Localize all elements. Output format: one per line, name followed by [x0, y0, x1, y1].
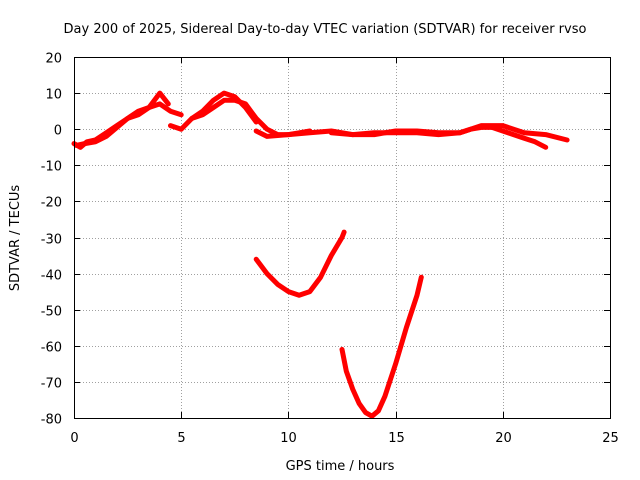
series-line-8 — [339, 274, 424, 419]
x-tick-label: 20 — [495, 431, 512, 446]
y-tick-label: -70 — [41, 377, 62, 392]
y-tick-label: -20 — [41, 196, 62, 211]
series-line-7 — [253, 229, 347, 298]
y-tick-label: -30 — [41, 233, 62, 248]
y-tick-label: -50 — [41, 305, 62, 320]
x-tick-label: 10 — [280, 431, 297, 446]
series-line-4 — [189, 90, 259, 125]
x-tick-label: 15 — [388, 431, 405, 446]
y-tick-label: -40 — [41, 269, 62, 284]
y-tick-label: -10 — [41, 160, 62, 175]
y-tick-label: -80 — [41, 413, 62, 428]
y-tick-label: -60 — [41, 341, 62, 356]
x-axis-label: GPS time / hours — [286, 459, 395, 474]
y-tick-label: 10 — [45, 88, 62, 103]
series-line-6 — [328, 123, 570, 143]
y-tick-labels: -80 -70 -60 -50 -40 -30 -20 -10 0 10 20 — [41, 52, 62, 428]
x-tick-labels: 0 5 10 15 20 25 — [70, 431, 618, 446]
y-tick-label: 0 — [54, 124, 62, 139]
series-line-2 — [73, 90, 171, 148]
x-tick-label: 5 — [177, 431, 185, 446]
plot-frame — [74, 57, 611, 419]
y-tick-label: 20 — [45, 52, 62, 67]
y-axis-label: SDTVAR / TECUs — [8, 185, 23, 292]
chart-title: Day 200 of 2025, Sidereal Day-to-day VTE… — [64, 22, 587, 37]
x-tick-label: 0 — [70, 431, 78, 446]
x-tick-label: 25 — [602, 431, 619, 446]
series-layer — [71, 90, 570, 419]
